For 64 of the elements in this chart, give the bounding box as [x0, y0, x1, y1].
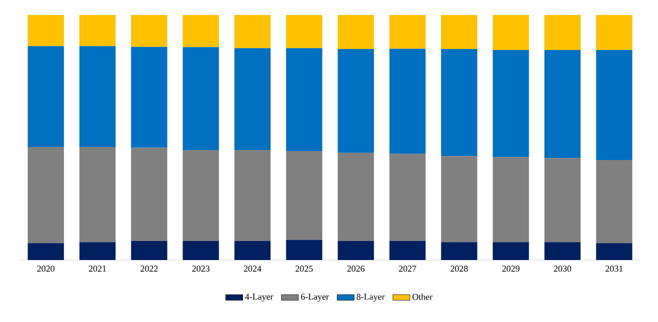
bar — [441, 14, 478, 50]
bar — [28, 46, 64, 148]
x-tick-label: 2024 — [244, 266, 262, 272]
x-tick-label: 2020 — [37, 266, 54, 272]
x-tick-label: 2029 — [502, 266, 520, 272]
bar — [234, 14, 271, 48]
bar — [182, 150, 219, 241]
bar — [389, 154, 426, 241]
bar — [492, 242, 529, 260]
bar — [389, 240, 426, 260]
bar — [234, 240, 271, 260]
bar — [286, 14, 322, 48]
bar — [79, 147, 116, 242]
bar — [544, 242, 581, 260]
legend-label: 8-Layer — [356, 294, 385, 302]
x-tick-label: 2025 — [296, 266, 313, 272]
bar — [544, 14, 581, 50]
bar — [389, 14, 426, 49]
bar — [338, 240, 374, 260]
bar — [28, 147, 64, 244]
bar — [28, 14, 64, 46]
x-tick-label: 2028 — [450, 266, 468, 272]
bar — [492, 157, 529, 242]
bar — [338, 49, 374, 153]
bar — [492, 50, 529, 158]
x-tick-label: 2030 — [554, 266, 572, 272]
bar — [544, 50, 581, 158]
bar — [544, 158, 581, 242]
bar — [286, 150, 322, 240]
x-tick-label: 2023 — [192, 266, 210, 272]
bar — [131, 46, 168, 148]
bar — [182, 47, 219, 150]
bar — [182, 240, 219, 260]
bar — [28, 243, 64, 260]
bar — [596, 160, 632, 244]
bar — [79, 242, 116, 260]
legend-label: 4-Layer — [245, 294, 274, 302]
bar — [79, 46, 116, 148]
bar — [79, 14, 116, 46]
bar — [441, 242, 478, 260]
bar — [234, 150, 271, 241]
bar — [131, 148, 168, 241]
bar — [596, 243, 632, 260]
bar — [441, 156, 478, 242]
bar — [596, 14, 632, 50]
bar — [182, 14, 219, 48]
x-tick-label: 2026 — [347, 266, 365, 272]
legend-label: 6-Layer — [301, 294, 329, 302]
bar — [492, 14, 529, 50]
x-tick-label: 2031 — [606, 266, 623, 272]
bar — [131, 14, 168, 47]
bar — [338, 152, 374, 241]
bar — [389, 48, 426, 154]
legend-label: Other — [412, 294, 432, 300]
bar — [338, 14, 374, 50]
bar — [596, 50, 632, 160]
x-tick-label: 2021 — [88, 266, 106, 272]
bar — [286, 48, 322, 151]
bar — [131, 240, 168, 260]
x-tick-label: 2022 — [140, 266, 158, 272]
x-tick-label: 2027 — [398, 266, 416, 272]
bar — [441, 49, 478, 156]
bar — [286, 240, 322, 260]
bar — [234, 48, 271, 150]
